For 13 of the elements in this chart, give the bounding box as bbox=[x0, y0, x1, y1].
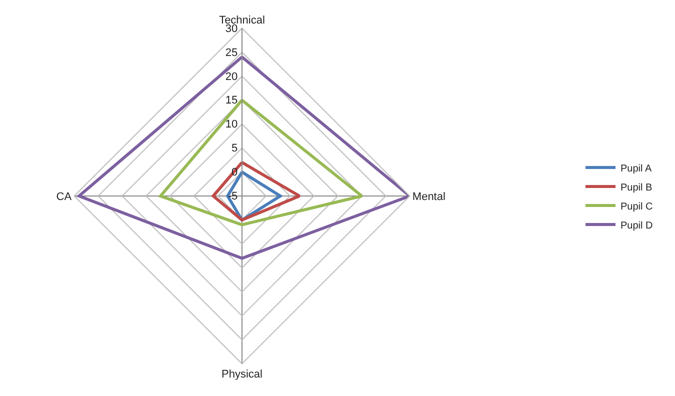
y-tick-label: 25 bbox=[225, 46, 238, 59]
legend-label: Pupil A bbox=[620, 163, 652, 174]
legend-label: Pupil B bbox=[620, 182, 653, 194]
legend-label: Pupil D bbox=[620, 220, 653, 232]
y-tick-label: 15 bbox=[225, 94, 238, 107]
y-tick-label: 30 bbox=[225, 22, 238, 35]
spoke-label: Physical bbox=[222, 368, 262, 380]
spoke-label: Mental bbox=[412, 190, 446, 203]
y-tick-label: 20 bbox=[225, 70, 238, 83]
spoke-label: CA bbox=[56, 190, 72, 203]
y-tick-label: 5 bbox=[232, 142, 238, 155]
y-tick-label: 10 bbox=[225, 118, 238, 131]
legend-label: Pupil C bbox=[620, 201, 653, 212]
